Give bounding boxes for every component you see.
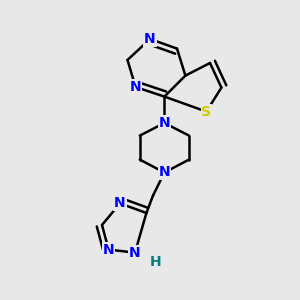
Text: H: H bbox=[150, 256, 162, 269]
Text: N: N bbox=[114, 196, 126, 210]
Text: N: N bbox=[129, 246, 141, 260]
Text: N: N bbox=[130, 80, 141, 94]
Text: N: N bbox=[103, 243, 114, 256]
Text: N: N bbox=[144, 32, 156, 46]
Text: N: N bbox=[159, 166, 170, 179]
Text: N: N bbox=[159, 116, 170, 130]
Text: S: S bbox=[201, 105, 212, 118]
